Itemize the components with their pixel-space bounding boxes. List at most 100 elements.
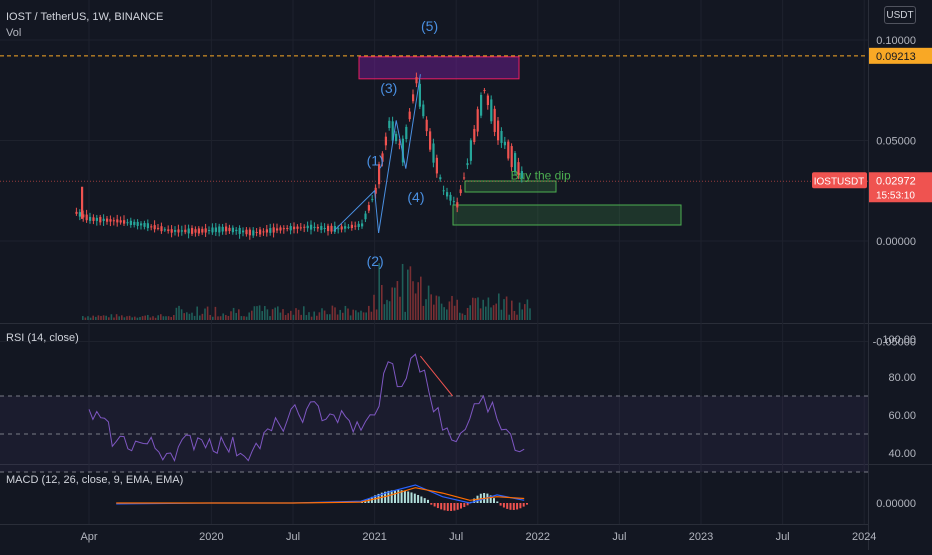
- rsi-legend[interactable]: RSI (14, close): [6, 332, 79, 344]
- candle-body: [102, 218, 105, 222]
- candle-body: [384, 136, 387, 146]
- volume-bar: [495, 303, 497, 320]
- volume-legend[interactable]: Vol: [6, 27, 22, 39]
- candle-body: [95, 217, 98, 221]
- candle-body: [520, 171, 523, 179]
- candle-body: [187, 228, 190, 234]
- volume-bar: [368, 305, 370, 320]
- volume-bar: [222, 313, 224, 320]
- candle-body: [163, 229, 166, 231]
- volume-bar: [180, 309, 183, 320]
- candle-body: [442, 190, 445, 192]
- volume-bar: [329, 314, 331, 320]
- volume-bar: [110, 314, 113, 320]
- volume-bar: [235, 312, 237, 320]
- volume-bar: [326, 314, 328, 320]
- volume-bar: [204, 308, 206, 320]
- rsi-divergence-line: [420, 355, 453, 397]
- candle-body: [323, 228, 326, 230]
- macd-histogram-bar: [397, 490, 400, 503]
- volume-bar: [365, 312, 367, 320]
- candle-body: [391, 121, 394, 141]
- volume-bar: [435, 295, 438, 320]
- candle-body: [75, 211, 78, 214]
- volume-bar: [459, 312, 461, 320]
- price-tick-label: 0.10000: [876, 35, 916, 47]
- macd-histogram-bar: [453, 503, 456, 511]
- macd-histogram-bar: [526, 503, 528, 505]
- candle-body: [347, 226, 350, 228]
- volume-bar: [401, 263, 404, 320]
- candle-body: [197, 228, 200, 234]
- candle-body: [245, 229, 248, 235]
- volume-bar: [214, 306, 217, 320]
- candle-body: [136, 221, 139, 226]
- volume-bar: [245, 316, 248, 320]
- candle-body: [483, 90, 486, 92]
- macd-histogram-bar: [443, 503, 446, 511]
- wave-label: (2): [367, 253, 384, 269]
- volume-bar: [84, 317, 87, 320]
- candle-body: [174, 230, 177, 232]
- symbol-tag-text[interactable]: IOSTUSDT: [814, 176, 865, 187]
- volume-bar: [396, 281, 399, 320]
- time-tick-label: Jul: [449, 531, 463, 543]
- volume-bar: [511, 300, 513, 320]
- volume-bar: [308, 312, 310, 320]
- volume-bar: [82, 316, 84, 320]
- candle-body: [306, 225, 309, 229]
- macd-histogram-bar: [440, 503, 443, 510]
- volume-bar: [422, 305, 425, 320]
- symbol-title[interactable]: IOST / TetherUS, 1W, BINANCE: [6, 11, 164, 23]
- macd-histogram-bar: [516, 503, 519, 510]
- volume-bar: [373, 294, 375, 320]
- volume-bar: [162, 316, 165, 320]
- macd-legend[interactable]: MACD (12, 26, close, 9, EMA, EMA): [6, 474, 184, 486]
- candle-body: [371, 199, 374, 201]
- volume-bar: [196, 306, 198, 320]
- volume-bar: [186, 312, 188, 320]
- volume-bar: [420, 276, 422, 320]
- volume-bar: [425, 299, 427, 320]
- volume-bar: [526, 299, 529, 320]
- candle-body: [211, 227, 214, 233]
- elliott-wave-line: [333, 189, 380, 234]
- candle-body: [463, 177, 466, 179]
- rsi-tick-label: 80.00: [888, 372, 916, 384]
- volume-bar: [282, 309, 284, 320]
- candle-body: [299, 227, 302, 229]
- volume-bar: [248, 312, 250, 320]
- volume-bar: [303, 306, 305, 320]
- candle-body: [214, 227, 217, 232]
- countdown-text: 15:53:10: [876, 190, 915, 201]
- volume-bar: [178, 305, 180, 320]
- candle-body: [208, 230, 211, 232]
- time-tick-label: 2024: [852, 531, 876, 543]
- volume-bar: [433, 304, 435, 320]
- candle-body: [354, 225, 357, 227]
- macd-histogram-bar: [407, 491, 410, 503]
- macd-histogram-bar: [417, 494, 420, 503]
- candle-body: [191, 228, 194, 234]
- volume-bar: [269, 316, 271, 320]
- candle-body: [133, 221, 136, 225]
- volume-bar: [300, 314, 302, 320]
- candle-body: [388, 120, 391, 129]
- volume-bar: [199, 315, 201, 320]
- candle-body: [201, 228, 204, 233]
- macd-histogram-bar: [493, 498, 495, 503]
- candle-body: [116, 219, 119, 223]
- volume-bar: [136, 317, 139, 320]
- volume-bar: [334, 307, 336, 320]
- volume-bar: [417, 282, 419, 320]
- currency-button[interactable]: USDT: [884, 6, 916, 24]
- candle-body: [92, 217, 95, 221]
- candle-body: [85, 214, 88, 221]
- macd-histogram-bar: [509, 503, 512, 510]
- volume-bar: [492, 305, 495, 320]
- volume-bar: [279, 312, 282, 320]
- volume-bar: [152, 316, 154, 320]
- macd-histogram-bar: [473, 498, 476, 503]
- volume-bar: [191, 312, 193, 320]
- candle-body: [282, 228, 285, 230]
